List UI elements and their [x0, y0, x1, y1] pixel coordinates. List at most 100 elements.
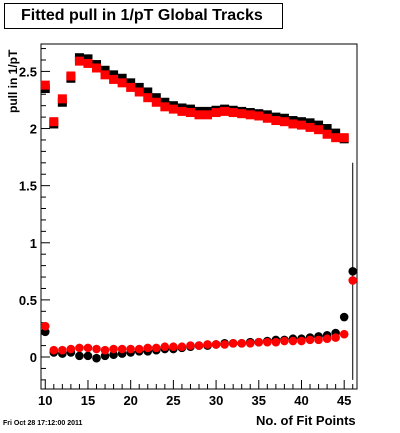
data-point-square — [74, 56, 84, 66]
data-point-square — [194, 110, 204, 120]
data-point-square — [126, 82, 136, 92]
data-point-square — [49, 117, 59, 127]
data-point-circle — [66, 344, 76, 354]
data-point-circle — [271, 337, 281, 347]
data-point-square — [237, 109, 247, 119]
data-point-square — [83, 58, 93, 68]
x-tick-label: 35 — [252, 393, 266, 408]
x-axis-label: No. of Fit Points — [256, 413, 356, 428]
data-point-circle — [339, 312, 349, 322]
data-point-square — [134, 87, 144, 97]
data-point-circle — [75, 351, 84, 361]
data-point-square — [134, 82, 144, 92]
data-point-square — [100, 70, 110, 80]
data-point-square — [143, 93, 153, 103]
data-point-square — [220, 106, 230, 116]
data-point-square — [185, 108, 195, 118]
data-point-square — [322, 129, 332, 139]
data-point-circle — [228, 339, 238, 348]
data-point-square — [305, 118, 315, 128]
data-point-circle — [297, 336, 306, 346]
data-point-square — [143, 87, 153, 97]
data-point-square — [177, 106, 187, 116]
data-point-circle — [126, 344, 135, 354]
x-tick-label: 25 — [166, 393, 180, 408]
data-point-circle — [331, 333, 340, 342]
data-point-square — [92, 63, 102, 73]
data-point-square — [151, 93, 161, 103]
data-point-square — [126, 78, 136, 88]
y-axis-label: pull in 1/pT — [6, 49, 20, 113]
data-point-circle — [263, 337, 272, 347]
data-point-square — [271, 116, 281, 126]
data-point-circle — [254, 337, 264, 347]
data-point-square — [211, 108, 221, 118]
y-tick-label: 1 — [30, 236, 37, 251]
data-point-circle — [134, 344, 144, 354]
y-tick-label: 0.5 — [19, 293, 37, 308]
data-point-square — [117, 78, 127, 88]
data-point-square — [262, 113, 272, 123]
data-point-square — [279, 117, 289, 127]
data-point-circle — [92, 344, 101, 354]
data-point-circle — [143, 343, 153, 353]
data-point-square — [331, 133, 341, 143]
data-point-circle — [117, 344, 127, 354]
axis-ticks — [41, 48, 354, 389]
data-point-square — [83, 54, 93, 64]
data-point-square — [160, 97, 170, 107]
data-point-circle — [177, 342, 187, 352]
data-point-circle — [83, 343, 93, 353]
data-point-circle — [83, 351, 93, 361]
data-point-square — [288, 119, 298, 129]
data-point-square — [339, 133, 349, 143]
data-point-circle — [348, 276, 358, 285]
data-point-square — [109, 70, 119, 80]
data-point-square — [168, 104, 178, 114]
data-point-circle — [305, 335, 315, 345]
data-point-circle — [237, 339, 247, 348]
data-point-circle — [314, 335, 323, 345]
data-point-square — [40, 80, 50, 90]
data-point-square — [314, 125, 324, 135]
data-point-square — [117, 73, 127, 83]
data-point-circle — [58, 345, 67, 355]
x-tick-label: 40 — [294, 393, 308, 408]
x-tick-label: 20 — [123, 393, 137, 408]
data-point-circle — [348, 267, 358, 276]
data-point-square — [305, 122, 315, 132]
data-point-circle — [245, 339, 255, 348]
data-point-square — [254, 111, 264, 121]
data-point-circle — [49, 345, 59, 355]
data-point-square — [228, 108, 238, 118]
data-point-square — [151, 97, 161, 107]
data-point-square — [331, 128, 341, 138]
y-tick-label: 0 — [30, 350, 37, 365]
x-tick-label: 15 — [81, 393, 95, 408]
data-point-square — [57, 94, 67, 104]
data-point-circle — [288, 336, 298, 346]
data-point-circle — [339, 329, 349, 339]
data-point-circle — [109, 344, 118, 354]
data-point-circle — [151, 343, 161, 353]
data-point-circle — [280, 336, 289, 346]
data-point-square — [314, 120, 324, 130]
data-point-circle — [100, 345, 110, 355]
data-point-square — [296, 120, 306, 130]
data-point-circle — [194, 341, 204, 350]
data-point-square — [100, 65, 110, 75]
data-point-square — [322, 124, 332, 134]
x-tick-label: 10 — [38, 393, 52, 408]
y-tick-label: 2 — [30, 122, 37, 137]
axis-tick-labels: 10 15 20 25 30 35 40 45 0 0.5 1 1.5 2 2.5 — [19, 64, 352, 408]
data-point-circle — [75, 343, 84, 353]
chart-title: Fitted pull in 1/pT Global Tracks — [4, 3, 283, 29]
data-point-circle — [203, 340, 212, 349]
x-tick-label: 30 — [209, 393, 223, 408]
data-point-circle — [211, 340, 221, 349]
timestamp: Fri Oct 28 17:12:00 2011 — [3, 420, 83, 427]
data-point-circle — [160, 342, 170, 352]
data-point-square — [160, 102, 170, 112]
data-point-square — [109, 74, 119, 84]
